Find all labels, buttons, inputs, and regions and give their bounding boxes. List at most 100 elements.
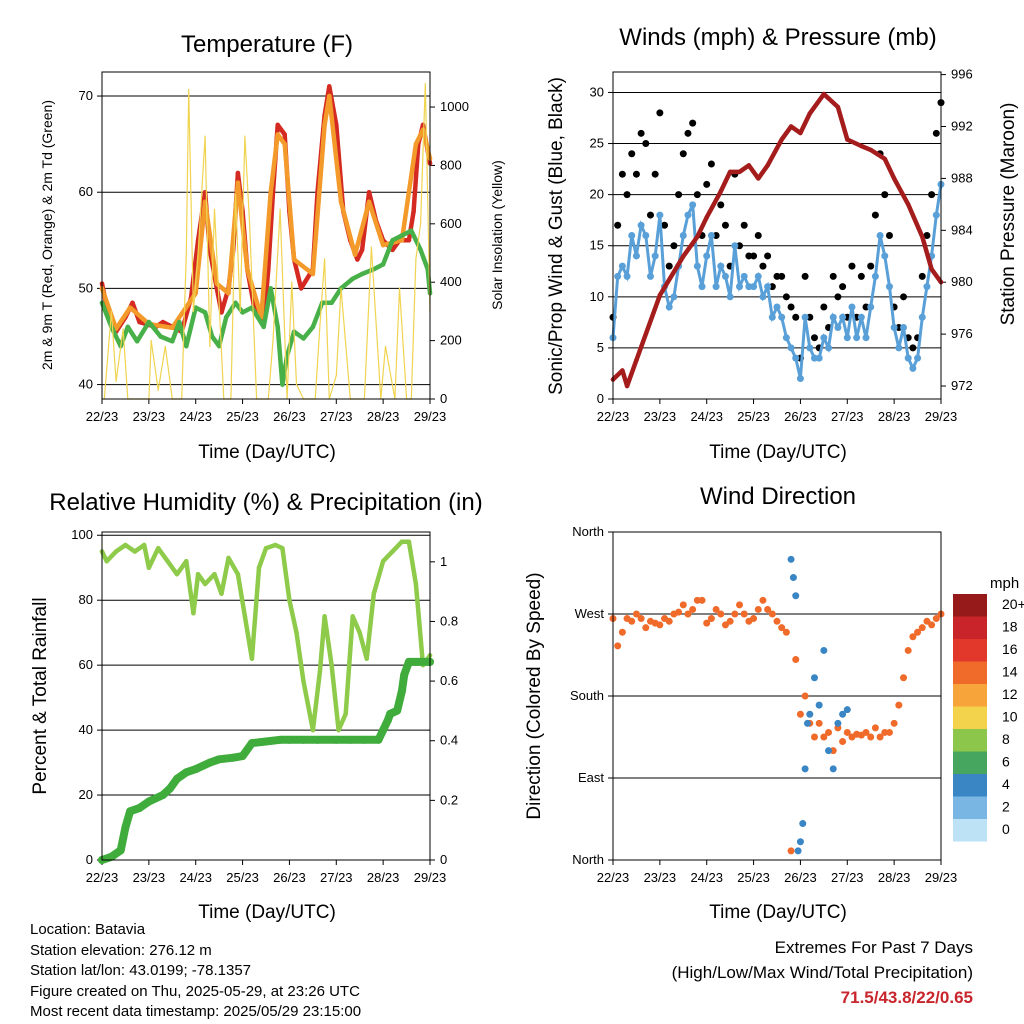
- data-point: [380, 558, 386, 564]
- data-point: [810, 334, 818, 342]
- data-point: [268, 286, 273, 291]
- data-point: [717, 201, 725, 209]
- data-point: [821, 91, 827, 97]
- station-elevation: Station elevation: 276.12 m: [30, 941, 212, 959]
- y-tick-label: 10: [590, 289, 604, 304]
- humidity-panel: Relative Humidity (%) & Precipitation (i…: [30, 489, 483, 923]
- data-point: [798, 130, 803, 136]
- colorbar-label: 6: [1002, 754, 1010, 770]
- data-point: [820, 303, 828, 311]
- data-point: [233, 300, 238, 306]
- data-point: [215, 755, 224, 764]
- data-point: [839, 283, 847, 291]
- x-tick-label: 24/23: [179, 870, 212, 885]
- data-point: [829, 313, 837, 321]
- data-point: [773, 303, 781, 311]
- y-tick-label: 40: [79, 377, 93, 392]
- data-point: [693, 262, 701, 270]
- data-point: [165, 784, 174, 793]
- data-point: [184, 558, 189, 564]
- data-point: [346, 735, 355, 744]
- data-point: [689, 201, 697, 209]
- data-point: [165, 558, 170, 564]
- data-point: [885, 232, 893, 239]
- data-point: [810, 674, 818, 682]
- y2-tick-label: 0: [440, 852, 447, 867]
- data-point: [665, 303, 673, 311]
- data-point: [834, 293, 842, 301]
- data-point: [656, 109, 664, 117]
- x-tick-label: 22/23: [86, 409, 119, 424]
- data-point: [918, 624, 926, 632]
- data-point: [703, 252, 711, 260]
- data-point: [357, 630, 362, 635]
- x-tick-label: 23/23: [133, 409, 166, 424]
- data-point: [245, 266, 250, 272]
- data-point: [717, 610, 725, 618]
- data-point: [853, 334, 861, 342]
- colorbar-swatch: [953, 774, 987, 797]
- data-point: [249, 223, 251, 225]
- x-tick-label: 26/23: [273, 870, 306, 885]
- data-point: [754, 272, 762, 280]
- data-point: [665, 262, 673, 270]
- data-point: [322, 614, 327, 619]
- y2-tick-label: 0.2: [440, 792, 458, 807]
- data-point: [336, 727, 341, 733]
- y2-tick-label: 200: [440, 333, 462, 348]
- data-point: [158, 334, 163, 339]
- data-point: [839, 710, 847, 718]
- data-point: [399, 539, 405, 544]
- data-point: [782, 334, 790, 342]
- y-tick-label: 100: [71, 527, 93, 542]
- data-point: [801, 313, 809, 321]
- data-point: [801, 272, 809, 280]
- x-tick-label: 29/23: [414, 870, 447, 885]
- colorbar-title: mph: [990, 575, 1019, 592]
- y2-tick-label: 0: [440, 391, 447, 406]
- data-point: [891, 176, 897, 181]
- colorbar-swatch: [953, 661, 987, 684]
- data-point: [712, 605, 720, 613]
- data-point: [881, 191, 889, 199]
- data-point: [185, 252, 187, 254]
- data-point: [209, 334, 215, 339]
- data-point: [188, 88, 190, 91]
- data-point: [371, 591, 377, 596]
- extremes-summary: Extremes For Past 7 Days (High/Low/Max W…: [672, 935, 973, 1010]
- x-tick-label: 29/23: [925, 409, 958, 424]
- data-point: [820, 334, 828, 342]
- data-point: [929, 266, 934, 272]
- data-point: [134, 339, 140, 344]
- data-point: [279, 208, 281, 210]
- data-point: [806, 344, 814, 352]
- plot-area: [98, 539, 434, 864]
- data-point: [895, 701, 903, 709]
- data-point: [205, 758, 214, 767]
- data-point: [280, 545, 285, 551]
- data-point: [792, 656, 800, 664]
- y2-tick-label: 996: [951, 67, 973, 82]
- data-point: [787, 555, 795, 563]
- data-point: [327, 93, 332, 99]
- data-point: [932, 615, 940, 623]
- data-point: [740, 272, 748, 280]
- data-point: [275, 324, 280, 330]
- data-point: [285, 735, 294, 744]
- colorbar-label: 2: [1002, 799, 1010, 815]
- data-point: [698, 283, 706, 291]
- data-point: [843, 334, 851, 342]
- data-point: [399, 238, 405, 243]
- data-point: [909, 364, 917, 372]
- data-point: [146, 565, 152, 570]
- data-point: [764, 252, 772, 260]
- y2-tick-label: 1: [440, 554, 447, 569]
- data-point: [928, 191, 936, 199]
- plot-frame: [612, 71, 942, 400]
- data-point: [834, 719, 842, 727]
- x-tick-label: 24/23: [179, 409, 212, 424]
- y-tick-label: 0: [86, 852, 93, 867]
- data-point: [355, 257, 360, 262]
- data-point: [370, 246, 373, 248]
- data-point: [623, 272, 631, 280]
